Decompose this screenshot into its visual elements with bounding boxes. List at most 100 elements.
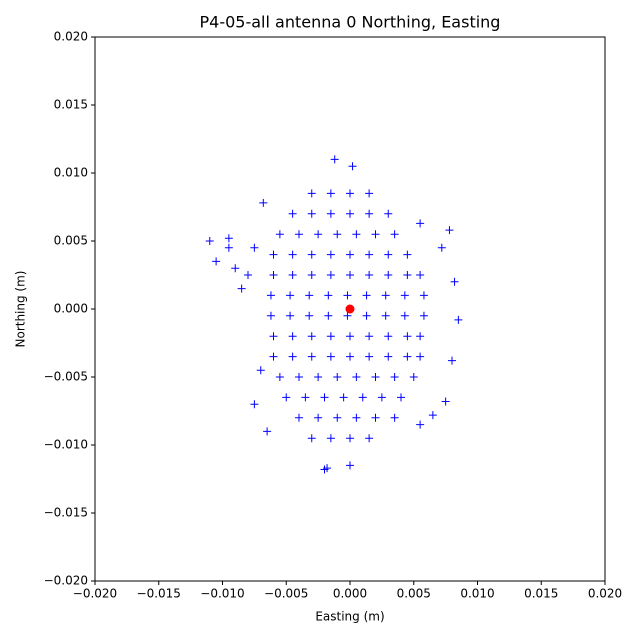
point: [205, 237, 214, 245]
point: [326, 434, 335, 443]
point: [419, 291, 428, 300]
y-axis-label: Northing (m): [14, 271, 28, 348]
point: [333, 373, 342, 381]
y-tick-label: 0.005: [54, 234, 88, 248]
point: [400, 311, 409, 320]
point: [346, 461, 354, 470]
point: [266, 311, 275, 320]
point: [348, 162, 357, 171]
point: [266, 291, 275, 300]
x-tick-label: 0.000: [333, 587, 367, 601]
point: [330, 155, 339, 164]
point: [288, 271, 297, 279]
point: [390, 413, 399, 422]
point: [450, 277, 459, 286]
point: [339, 393, 348, 402]
point: [307, 271, 316, 279]
point: [314, 230, 323, 239]
point: [237, 284, 246, 293]
point: [384, 352, 393, 361]
point: [400, 291, 409, 300]
point: [326, 250, 335, 259]
point: [307, 352, 316, 361]
point: [231, 264, 240, 273]
point: [250, 400, 259, 409]
point: [286, 291, 295, 300]
point: [275, 230, 284, 239]
point: [437, 243, 446, 252]
point: [326, 209, 335, 218]
x-tick-label: 0.015: [524, 587, 558, 601]
chart-title: P4-05-all antenna 0 Northing, Easting: [200, 13, 501, 32]
point: [259, 198, 268, 207]
point: [343, 311, 352, 320]
point: [269, 250, 278, 259]
point: [384, 209, 393, 218]
point: [346, 332, 354, 341]
point: [403, 271, 412, 279]
y-tick-label: −0.020: [44, 574, 88, 588]
point: [365, 250, 374, 259]
point: [416, 420, 425, 429]
point: [295, 373, 303, 381]
point: [352, 373, 361, 381]
y-tick-label: 0.010: [54, 166, 88, 180]
point: [362, 311, 371, 320]
point: [288, 352, 297, 361]
point: [275, 373, 284, 381]
point: [416, 219, 425, 228]
point: [362, 291, 371, 300]
point: [346, 352, 354, 361]
point: [307, 209, 316, 218]
point: [390, 230, 399, 239]
point: [371, 413, 380, 422]
point: [323, 464, 332, 473]
point: [269, 352, 278, 361]
point: [326, 189, 335, 198]
point: [448, 356, 456, 365]
point: [403, 250, 412, 259]
point: [365, 434, 374, 443]
point: [358, 393, 367, 402]
point: [212, 257, 221, 266]
point: [307, 250, 316, 259]
point: [295, 230, 303, 239]
point: [301, 393, 310, 402]
point: [326, 352, 335, 361]
x-tick-label: −0.005: [264, 587, 308, 601]
point: [371, 230, 380, 239]
y-tick-label: 0.000: [54, 302, 88, 316]
point: [365, 271, 374, 279]
point: [390, 373, 399, 381]
point: [416, 332, 425, 341]
point: [352, 413, 361, 422]
point: [314, 413, 323, 422]
point: [346, 271, 354, 279]
point: [365, 189, 374, 198]
point: [346, 250, 354, 259]
point: [326, 271, 335, 279]
point: [295, 413, 303, 422]
x-tick-label: −0.015: [137, 587, 181, 601]
point: [403, 352, 412, 361]
point: [224, 243, 233, 252]
point: [224, 234, 233, 243]
point: [305, 311, 314, 320]
point: [365, 352, 374, 361]
point: [333, 413, 342, 422]
point: [324, 311, 333, 320]
y-tick-label: 0.015: [54, 98, 88, 112]
point: [428, 411, 437, 420]
point: [269, 332, 278, 341]
x-tick-label: 0.005: [397, 587, 431, 601]
point: [343, 291, 352, 300]
point: [441, 397, 450, 406]
point: [333, 230, 342, 239]
point: [320, 393, 329, 402]
point: [381, 311, 390, 320]
point: [346, 189, 354, 198]
point: [346, 209, 354, 218]
point: [346, 434, 354, 443]
point: [377, 393, 386, 402]
point: [305, 291, 314, 300]
